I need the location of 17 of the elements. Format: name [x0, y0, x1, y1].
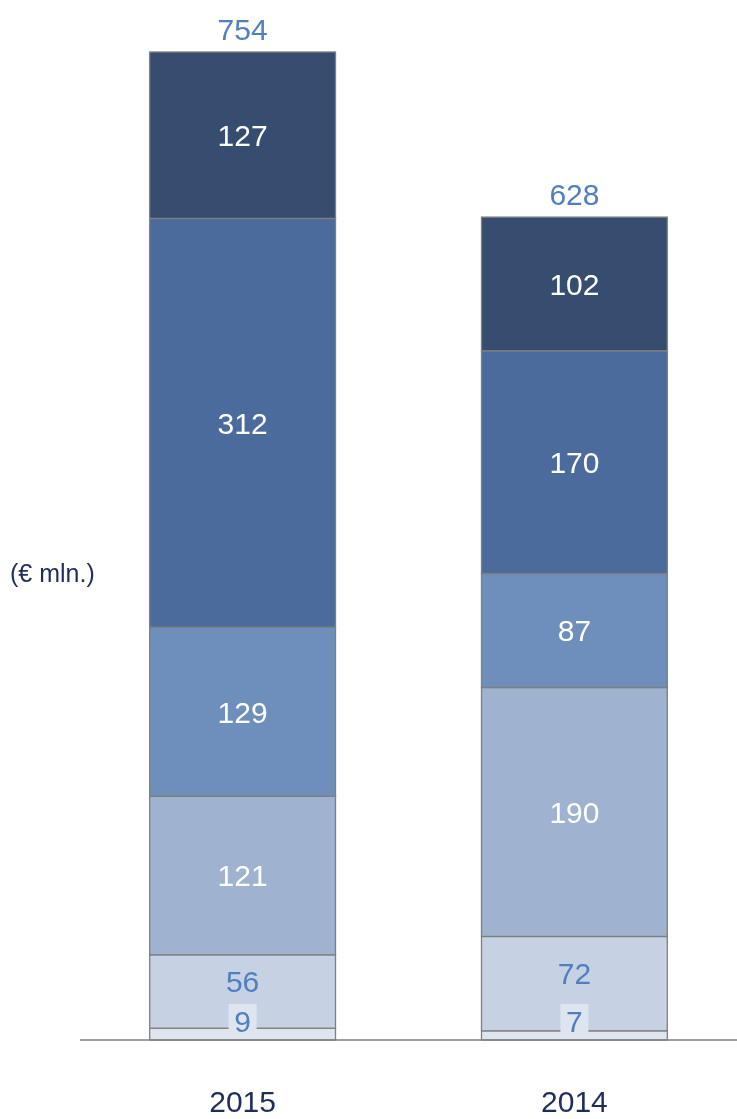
data-label: 72 [557, 957, 592, 991]
data-label: 170 [549, 445, 600, 479]
data-label: 127 [217, 119, 268, 153]
data-label: 56 [225, 965, 260, 999]
data-label: 190 [549, 795, 600, 829]
x-tick-label: 2014 [541, 1085, 608, 1118]
data-label: 87 [557, 614, 592, 648]
data-label: 7 [566, 1004, 583, 1038]
data-label: 9 [234, 1004, 251, 1038]
total-label: 628 [549, 178, 600, 212]
data-label: 312 [217, 406, 268, 440]
data-label: 102 [549, 267, 600, 301]
total-label: 754 [217, 13, 268, 46]
data-label: 121 [217, 859, 268, 893]
x-tick-label: 2015 [209, 1085, 276, 1118]
y-axis-title: (€ mln.) [10, 559, 95, 587]
data-label: 129 [217, 695, 268, 729]
